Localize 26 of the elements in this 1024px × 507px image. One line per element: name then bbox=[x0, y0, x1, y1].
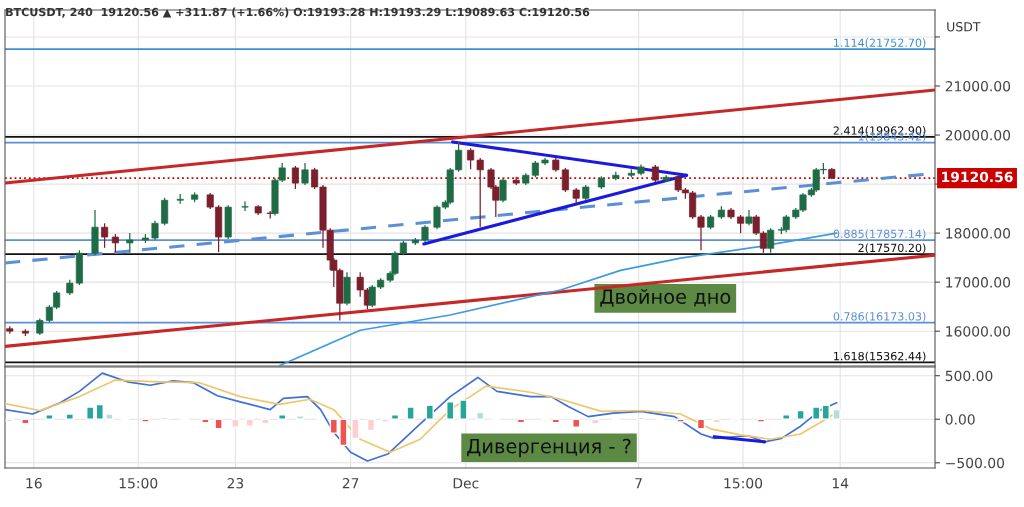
y-tick-label: 18000.00 bbox=[946, 228, 1011, 239]
ref-line-label: 1.114(21752.70) bbox=[834, 38, 926, 49]
y-tick-label: 21000.00 bbox=[945, 80, 1011, 92]
y-tick-label: 17000.00 bbox=[946, 277, 1011, 288]
ref-line-label: 0.786(16173.03) bbox=[833, 311, 926, 322]
x-tick-label: 15:00 bbox=[119, 477, 158, 489]
x-tick-label: Dec bbox=[453, 478, 479, 489]
y-tick-label: −500.00 bbox=[946, 457, 1005, 469]
chart-title: BTCUSDT, 240 19120.56 ▲ +311.87 (+1.66%) O:19193.28 H:19193.29 L:19089.63 C:19120.56 bbox=[6, 7, 590, 18]
x-tick-label: 15:00 bbox=[724, 477, 763, 489]
y-tick-label: 20000.00 bbox=[945, 130, 1011, 141]
annotation: Дивергенция - ? bbox=[467, 438, 631, 458]
x-tick-label: 16 bbox=[26, 477, 42, 489]
y-tick-label: 500.00 bbox=[945, 370, 993, 382]
ref-line-label: 19120.56 bbox=[942, 171, 1013, 183]
x-tick-label: 23 bbox=[227, 477, 244, 489]
x-tick-label: 7 bbox=[635, 478, 642, 489]
y-tick-label: 16000.00 bbox=[946, 326, 1011, 337]
ref-line-label: 1.618(15362.44) bbox=[834, 351, 926, 362]
ref-line-label: 0.885(17857.14) bbox=[833, 229, 926, 240]
x-tick-label: 27 bbox=[342, 477, 359, 489]
ref-line-label: 2(17570.20) bbox=[858, 243, 926, 254]
y-tick-label: 0.00 bbox=[945, 414, 975, 425]
y-axis-title: USDT bbox=[947, 21, 981, 32]
annotation: Двойное дно bbox=[600, 289, 731, 307]
x-tick-label: 14 bbox=[832, 478, 849, 489]
